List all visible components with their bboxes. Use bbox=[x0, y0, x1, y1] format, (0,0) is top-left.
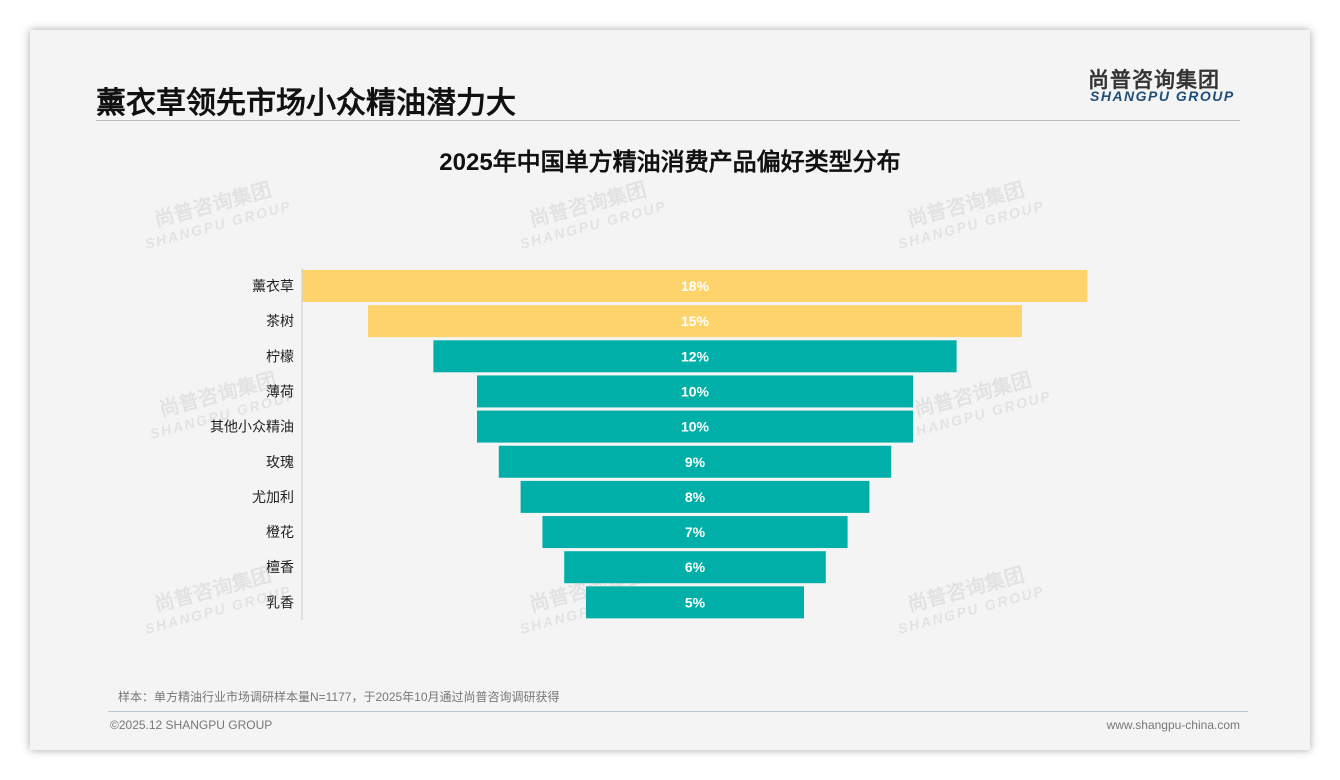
title-divider bbox=[96, 120, 1240, 121]
logo-text-en: SHANGPU GROUP bbox=[1090, 88, 1235, 104]
page-title: 薰衣草领先市场小众精油潜力大 bbox=[96, 87, 516, 120]
bar bbox=[368, 305, 1022, 338]
website-url: www.shangpu-china.com bbox=[1106, 718, 1240, 732]
category-label: 薄荷 bbox=[266, 384, 294, 400]
data-label: 7% bbox=[685, 524, 706, 540]
bar bbox=[542, 516, 848, 549]
category-label: 尤加利 bbox=[252, 490, 294, 506]
category-label: 乳香 bbox=[266, 595, 294, 611]
footer-divider bbox=[108, 711, 1248, 712]
chart-title: 2025年中国单方精油消费产品偏好类型分布 bbox=[439, 149, 901, 176]
category-label: 柠檬 bbox=[266, 349, 294, 365]
category-label: 檀香 bbox=[266, 559, 294, 576]
logo-text-cn: 尚普咨询集团 bbox=[1088, 69, 1220, 92]
category-label: 橙花 bbox=[266, 525, 294, 541]
copyright: ©2025.12 SHANGPU GROUP bbox=[110, 718, 273, 732]
data-label: 18% bbox=[681, 278, 710, 294]
data-label: 8% bbox=[685, 489, 706, 505]
data-label: 9% bbox=[685, 454, 706, 470]
bar bbox=[498, 445, 892, 478]
data-label: 10% bbox=[681, 419, 710, 435]
category-label: 茶树 bbox=[266, 314, 294, 330]
category-label: 其他小众精油 bbox=[210, 420, 294, 436]
sample-note: 样本：单方精油行业市场调研样本量N=1177，于2025年10月通过尚普咨询调研… bbox=[118, 690, 560, 704]
category-label: 玫瑰 bbox=[266, 455, 294, 471]
bar bbox=[477, 375, 913, 408]
data-label: 5% bbox=[685, 594, 706, 610]
bar bbox=[520, 480, 870, 513]
bar bbox=[477, 410, 913, 443]
data-label: 10% bbox=[681, 383, 710, 399]
slide: 薰衣草领先市场小众精油潜力大 尚普咨询集团 SHANGPU GROUP 样本：单… bbox=[30, 30, 1310, 750]
bar bbox=[433, 340, 957, 373]
bar bbox=[586, 586, 804, 619]
data-label: 15% bbox=[681, 313, 710, 329]
data-label: 6% bbox=[685, 559, 706, 575]
data-label: 12% bbox=[681, 348, 710, 364]
bar bbox=[564, 551, 826, 584]
bar bbox=[302, 270, 1088, 302]
category-label: 薰衣草 bbox=[252, 279, 294, 295]
